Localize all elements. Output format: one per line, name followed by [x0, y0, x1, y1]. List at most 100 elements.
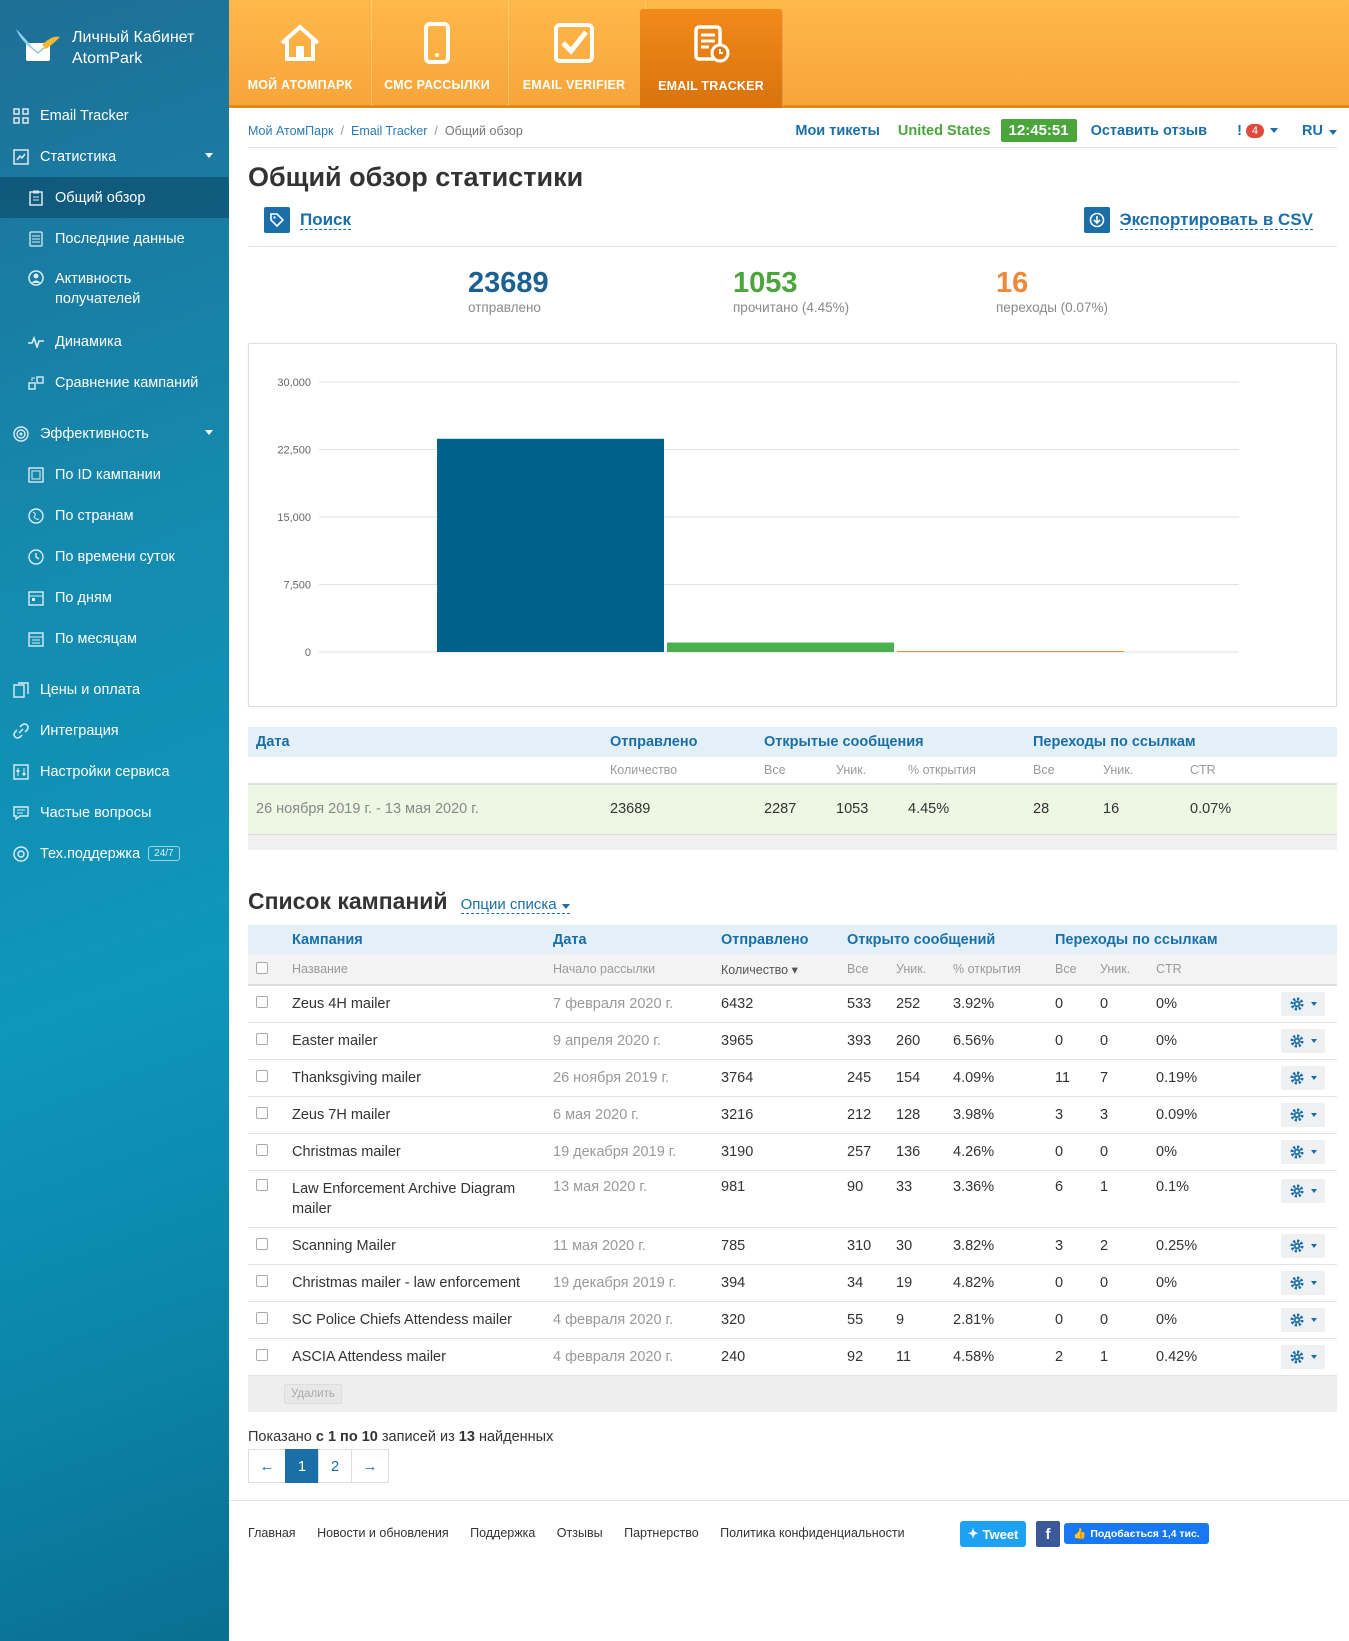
row-actions-dropdown[interactable]	[1281, 1234, 1325, 1258]
sidebar-item-recent-data[interactable]: Последние данные	[0, 218, 229, 259]
footer-link-news[interactable]: Новости и обновления	[317, 1526, 449, 1540]
sidebar-item-by-day[interactable]: По дням	[0, 577, 229, 618]
notifications-dropdown[interactable]: ! 4	[1237, 123, 1279, 139]
tab-sms[interactable]: СМС РАССЫЛКИ	[366, 0, 509, 106]
cell: 6432	[713, 985, 839, 1023]
row-actions-dropdown[interactable]	[1281, 1066, 1325, 1090]
cell: 3	[1047, 1096, 1092, 1134]
subcol-sort-count[interactable]: Количество ▾	[713, 954, 839, 986]
subcol: Уник.	[888, 954, 945, 986]
col-opened: Открытые сообщения	[756, 727, 1025, 757]
cell: 0	[1092, 1264, 1148, 1302]
country-label[interactable]: United States	[897, 122, 991, 139]
cell: 7	[1092, 1059, 1148, 1097]
row-checkbox[interactable]	[256, 996, 268, 1008]
breadcrumb-link[interactable]: Мой АтомПарк	[248, 123, 334, 138]
row-checkbox[interactable]	[256, 1349, 268, 1361]
delete-button[interactable]: Удалить	[284, 1384, 342, 1404]
sidebar-item-support[interactable]: Тех.поддержка 24/7	[0, 833, 229, 874]
cell: 4.58%	[945, 1338, 1047, 1376]
row-checkbox[interactable]	[256, 1312, 268, 1324]
campaign-date: 4 февраля 2020 г.	[545, 1301, 713, 1339]
campaign-name[interactable]: Thanksgiving mailer	[284, 1059, 545, 1097]
chart-bar-3[interactable]	[897, 651, 1124, 652]
sidebar-item-recipient-activity[interactable]: Активность получателей	[0, 259, 229, 321]
row-actions-dropdown[interactable]	[1281, 1179, 1325, 1203]
next-page-button[interactable]: →	[351, 1449, 389, 1483]
sidebar-item-statistics[interactable]: Статистика	[0, 136, 229, 177]
prev-page-button[interactable]: ←	[248, 1449, 286, 1483]
list-options-dropdown[interactable]: Опции списка	[460, 896, 570, 914]
sidebar-item-by-time-of-day[interactable]: По времени суток	[0, 536, 229, 577]
sidebar-item-integration[interactable]: Интеграция	[0, 710, 229, 751]
table-row: Law Enforcement Archive Diagram mailer 13…	[248, 1170, 1337, 1228]
sidebar-item-service-settings[interactable]: Настройки сервиса	[0, 751, 229, 792]
row-checkbox[interactable]	[256, 1144, 268, 1156]
sidebar-item-pricing[interactable]: Цены и оплата	[0, 669, 229, 710]
row-actions-dropdown[interactable]	[1281, 1271, 1325, 1295]
my-tickets-link[interactable]: Мои тикеты	[795, 122, 880, 139]
cell: 33	[888, 1170, 945, 1228]
row-checkbox[interactable]	[256, 1107, 268, 1119]
footer-link-home[interactable]: Главная	[248, 1526, 296, 1540]
tab-email-verifier[interactable]: EMAIL VERIFIER	[503, 0, 646, 106]
language-dropdown[interactable]: RU	[1302, 123, 1337, 139]
campaign-name[interactable]: Law Enforcement Archive Diagram mailer	[284, 1170, 545, 1228]
row-actions-dropdown[interactable]	[1281, 1345, 1325, 1369]
cell: 11	[1047, 1059, 1092, 1097]
feedback-link[interactable]: Оставить отзыв	[1090, 122, 1208, 139]
campaign-name[interactable]: ASCIA Attendess mailer	[284, 1338, 545, 1376]
row-checkbox[interactable]	[256, 1070, 268, 1082]
campaign-name[interactable]: Zeus 4H mailer	[284, 985, 545, 1023]
cell: 240	[713, 1338, 839, 1376]
subcol-empty	[248, 757, 602, 785]
page-2-button[interactable]: 2	[318, 1449, 352, 1483]
sidebar-item-by-month[interactable]: По месяцам	[0, 618, 229, 659]
row-actions-dropdown[interactable]	[1281, 1140, 1325, 1164]
cell: 6.56%	[945, 1022, 1047, 1060]
col-clicks: Переходы по ссылкам	[1025, 727, 1337, 757]
sidebar-item-efficiency[interactable]: Эффективность	[0, 413, 229, 454]
sidebar-item-compare-campaigns[interactable]: Сравнение кампаний	[0, 362, 229, 403]
sidebar-item-by-campaign-id[interactable]: По ID кампании	[0, 454, 229, 495]
sidebar-item-faq[interactable]: Частые вопросы	[0, 792, 229, 833]
chart-bar-1[interactable]	[437, 438, 664, 652]
sidebar-item-overview[interactable]: Общий обзор	[0, 177, 229, 218]
tweet-button[interactable]: ✦ Tweet	[960, 1521, 1026, 1547]
footer-link-support[interactable]: Поддержка	[470, 1526, 536, 1540]
tab-email-tracker[interactable]: EMAIL TRACKER	[640, 9, 783, 108]
row-checkbox[interactable]	[256, 1275, 268, 1287]
footer-link-reviews[interactable]: Отзывы	[556, 1526, 603, 1540]
tab-my-atompark[interactable]: МОЙ АТОМПАРК	[229, 0, 372, 106]
footer-link-privacy[interactable]: Политика конфиденциальности	[720, 1526, 905, 1540]
language-label: RU	[1302, 122, 1323, 139]
sidebar-item-dynamics[interactable]: Динамика	[0, 321, 229, 362]
breadcrumb-link[interactable]: Email Tracker	[351, 123, 428, 138]
campaign-name[interactable]: Easter mailer	[284, 1022, 545, 1060]
footer-link-partnership[interactable]: Партнерство	[624, 1526, 699, 1540]
sidebar-item-by-country[interactable]: По странам	[0, 495, 229, 536]
cell: 154	[888, 1059, 945, 1097]
facebook-like-button[interactable]: 👍 Подобається 1,4 тис.	[1064, 1523, 1209, 1544]
row-checkbox[interactable]	[256, 1033, 268, 1045]
row-checkbox[interactable]	[256, 1179, 268, 1191]
campaign-name[interactable]: SC Police Chiefs Attendess mailer	[284, 1301, 545, 1339]
export-csv-button[interactable]: Экспортировать в CSV	[1068, 206, 1313, 233]
row-actions-dropdown[interactable]	[1281, 1029, 1325, 1053]
row-checkbox[interactable]	[256, 1238, 268, 1250]
campaign-name[interactable]: Scanning Mailer	[284, 1227, 545, 1265]
row-actions-dropdown[interactable]	[1281, 1308, 1325, 1332]
campaign-name[interactable]: Christmas mailer - law enforcement	[284, 1264, 545, 1302]
select-all-checkbox[interactable]	[256, 961, 268, 974]
sidebar-item-email-tracker[interactable]: Email Tracker	[0, 95, 229, 136]
logo[interactable]: Личный Кабинет AtomPark	[0, 0, 229, 95]
chart-bar-2[interactable]	[667, 642, 894, 652]
facebook-share-button[interactable]: f	[1036, 1521, 1060, 1547]
campaign-name[interactable]: Christmas mailer	[284, 1133, 545, 1171]
row-actions-dropdown[interactable]	[1281, 1103, 1325, 1127]
campaign-name[interactable]: Zeus 7H mailer	[284, 1096, 545, 1134]
page-1-button[interactable]: 1	[285, 1449, 319, 1483]
row-actions-dropdown[interactable]	[1281, 992, 1325, 1016]
sidebar-item-label: Настройки сервиса	[40, 763, 170, 780]
search-button[interactable]: Поиск	[248, 206, 352, 233]
